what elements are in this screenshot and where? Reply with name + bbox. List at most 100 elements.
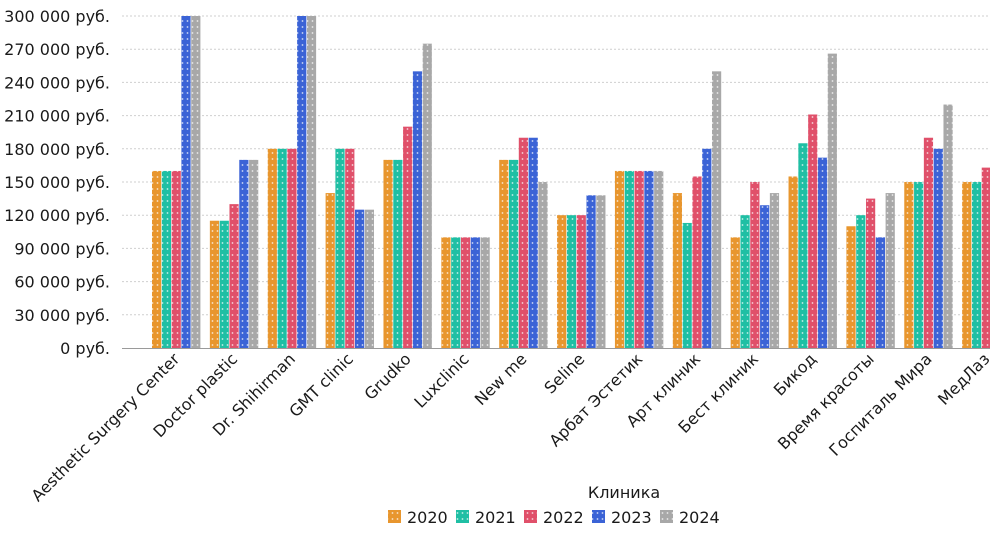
bar-2024-10 — [712, 71, 722, 348]
bar-2020-15 — [962, 182, 972, 348]
bar-2020-11 — [730, 237, 740, 348]
legend-item-2024[interactable]: 2024 — [660, 508, 720, 527]
bar-2022-6 — [460, 237, 471, 348]
legend-swatch — [660, 510, 673, 523]
x-tick-label: Grudko — [361, 349, 415, 403]
bar-2020-6 — [441, 237, 451, 348]
bar-2022-4 — [345, 148, 355, 348]
legend-label: 2021 — [475, 508, 516, 527]
bar-2021-5 — [393, 159, 403, 348]
bar-2023-5 — [412, 71, 423, 348]
bar-2024-1 — [191, 16, 201, 348]
bar-2020-4 — [325, 193, 335, 348]
bar-2020-13 — [846, 226, 856, 348]
legend-item-2022[interactable]: 2022 — [524, 508, 584, 527]
bar-2022-15 — [981, 167, 990, 348]
x-axis-title: Клиника — [588, 483, 660, 502]
bar-2021-1 — [161, 170, 171, 348]
bar-2024-3 — [306, 16, 317, 348]
y-tick-label: 180 000 руб. — [4, 140, 110, 159]
bar-2021-4 — [335, 148, 345, 348]
bar-2023-8 — [586, 195, 596, 348]
legend-label: 2024 — [679, 508, 720, 527]
bar-2022-10 — [692, 176, 702, 348]
bar-2022-2 — [229, 204, 239, 348]
bar-2021-10 — [682, 222, 692, 348]
y-tick-label: 30 000 руб. — [14, 306, 110, 325]
legend-label: 2020 — [407, 508, 448, 527]
bar-2024-2 — [249, 159, 259, 348]
bar-2023-3 — [297, 16, 307, 348]
x-tick-label: Seline — [540, 349, 588, 397]
legend-swatch — [592, 510, 605, 523]
bar-2021-14 — [914, 182, 924, 348]
bar-2021-11 — [740, 215, 750, 348]
y-tick-label: 90 000 руб. — [14, 239, 110, 258]
bar-2021-3 — [277, 148, 287, 348]
bar-2022-11 — [750, 182, 760, 348]
y-tick-label: 210 000 руб. — [4, 107, 110, 126]
bar-2022-9 — [634, 170, 644, 348]
y-tick-label: 240 000 руб. — [4, 73, 110, 92]
bar-2023-13 — [875, 237, 885, 348]
bar-2020-12 — [788, 176, 798, 348]
bar-2022-5 — [403, 126, 413, 349]
bar-2020-8 — [557, 215, 567, 348]
bar-2022-14 — [923, 137, 934, 348]
y-tick-label: 60 000 руб. — [14, 273, 110, 292]
legend-swatch — [456, 510, 469, 523]
legend-item-2021[interactable]: 2021 — [456, 508, 516, 527]
bar-2024-12 — [827, 53, 837, 348]
bar-2022-7 — [518, 137, 528, 348]
legend-label: 2023 — [611, 508, 652, 527]
legend: 2020 2021 2022 2023 2024 — [388, 508, 720, 527]
bar-2020-1 — [152, 170, 162, 348]
y-tick-label: 120 000 руб. — [4, 206, 110, 225]
bar-2024-5 — [422, 43, 432, 349]
bar-2020-14 — [904, 182, 914, 348]
bar-2022-1 — [171, 170, 181, 348]
bar-2024-9 — [654, 170, 664, 348]
bar-2020-3 — [267, 148, 277, 348]
bar-2022-8 — [576, 215, 586, 348]
bar-2023-12 — [817, 157, 828, 348]
bar-2023-10 — [702, 148, 712, 348]
bar-2021-7 — [509, 159, 519, 348]
x-tick-label: МедЛаз — [934, 349, 990, 408]
legend-item-2020[interactable]: 2020 — [388, 508, 448, 527]
y-tick-label: 270 000 руб. — [4, 40, 110, 59]
bar-2024-7 — [538, 182, 548, 348]
legend-item-2023[interactable]: 2023 — [592, 508, 652, 527]
x-tick-label: Время красоты — [774, 349, 878, 453]
bar-2023-9 — [644, 170, 654, 348]
bar-2022-12 — [808, 114, 818, 348]
bar-2023-14 — [933, 148, 943, 348]
y-tick-label: 0 руб. — [60, 339, 110, 358]
y-axis-tick-labels: 0 руб. 30 000 руб. 60 000 руб. 90 000 руб. 1… — [4, 7, 110, 358]
bar-2024-14 — [943, 104, 953, 349]
y-tick-label: 150 000 руб. — [4, 173, 110, 192]
bar-2023-1 — [181, 16, 191, 348]
bar-2021-15 — [971, 182, 982, 348]
legend-swatch — [388, 510, 401, 523]
bar-2023-4 — [355, 209, 365, 348]
bar-2020-7 — [499, 159, 509, 348]
bar-2021-2 — [219, 220, 229, 348]
bar-2021-6 — [451, 237, 461, 348]
bar-2022-3 — [287, 148, 297, 348]
x-tick-label: Бикод — [770, 349, 820, 399]
bar-2024-11 — [769, 193, 780, 348]
bar-2024-8 — [596, 195, 606, 348]
bar-2020-2 — [209, 220, 220, 348]
x-tick-label: Luxclinic — [410, 349, 472, 411]
bars — [152, 16, 990, 349]
bar-2020-9 — [614, 170, 625, 348]
bar-2024-13 — [885, 193, 895, 348]
bar-2021-12 — [798, 143, 808, 348]
x-tick-label: Госпиталь Мира — [825, 349, 935, 459]
x-tick-label: New me — [471, 349, 531, 409]
legend-swatch — [524, 510, 537, 523]
legend-label: 2022 — [543, 508, 584, 527]
